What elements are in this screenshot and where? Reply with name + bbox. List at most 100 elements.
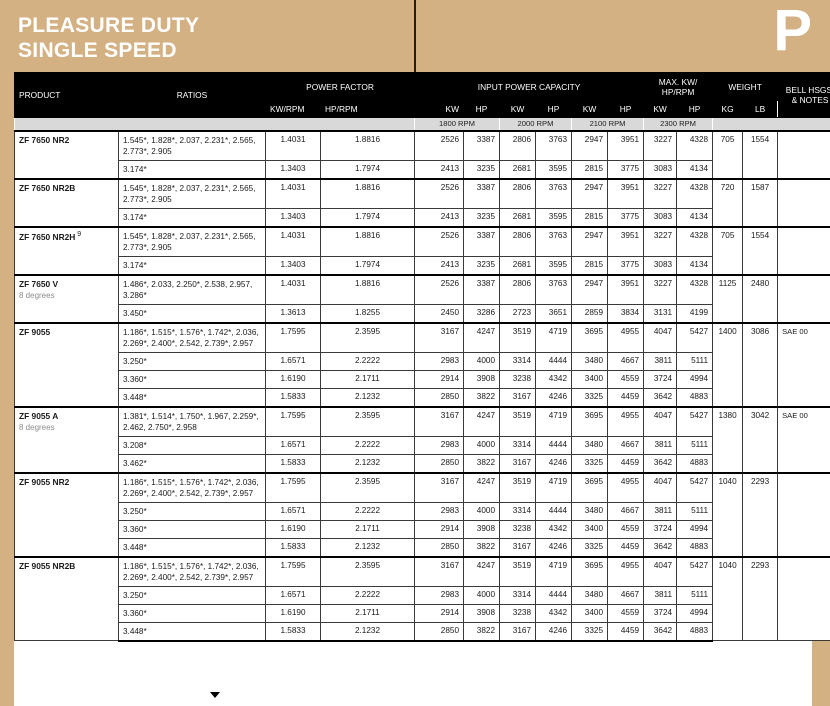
cell-kw-per-rpm: 1.6190 — [265, 519, 321, 539]
cell-ratios: 3.208* — [118, 435, 266, 455]
product-name: ZF 7650 V — [19, 278, 59, 289]
page-continuation-triangle-icon — [210, 692, 220, 698]
cell-max-hp: 4328 — [676, 129, 714, 161]
cell-hp-1800: 3387 — [463, 177, 500, 209]
cell-bell-hsgs-notes — [777, 471, 830, 557]
cell-kw-2100: 3480 — [571, 351, 608, 371]
cell-kw-2000: 3314 — [499, 501, 536, 521]
cell-ratios: 3.250* — [118, 585, 266, 605]
cell-kw-2100: 2947 — [571, 225, 608, 257]
table-row[interactable]: 3.360* 1.6190 2.1711 2914 3908 3238 4342 3400 45… — [15, 369, 830, 389]
cell-ratios: 3.360* — [118, 603, 266, 623]
cell-hp-2000: 4444 — [535, 585, 572, 605]
cell-kw-per-rpm: 1.4031 — [265, 177, 321, 209]
table-row[interactable]: 3.174* 1.3403 1.7974 2413 3235 2681 3595 2815 37… — [15, 159, 830, 179]
table-row[interactable]: 3.250* 1.6571 2.2222 2983 4000 3314 4444 3480 46… — [15, 501, 830, 521]
cell-hp-2100: 4667 — [606, 585, 645, 605]
cell-kw-1800: 2983 — [414, 501, 464, 521]
cell-hp-1800: 4247 — [463, 405, 500, 437]
cell-hp-2100: 4667 — [606, 435, 645, 455]
cell-ratios: 1.545*, 1.828*, 2.037, 2.231*, 2.565, 2.… — [118, 225, 266, 257]
cell-hp-per-rpm: 1.7974 — [320, 255, 415, 275]
cell-kw-2000: 3314 — [499, 585, 536, 605]
cell-max-kw: 3811 — [643, 501, 678, 521]
table-row[interactable]: 3.250* 1.6571 2.2222 2983 4000 3314 4444 3480 46… — [15, 351, 830, 371]
cell-max-hp: 4134 — [676, 255, 714, 275]
table-row[interactable]: 3.250* 1.6571 2.2222 2983 4000 3314 4444 3480 46… — [15, 585, 830, 605]
cell-kw-2000: 3314 — [499, 435, 536, 455]
cell-kw-per-rpm: 1.6190 — [265, 603, 321, 623]
page-title-line2: SINGLE SPEED — [18, 39, 177, 62]
table-row[interactable]: ZF 9055 1.186*, 1.515*, 1.576*, 1.742*, 2… — [14, 321, 830, 407]
cell-kw-1800: 3167 — [414, 555, 464, 587]
table-row[interactable]: 3.462* 1.5833 2.1232 2850 3822 3167 4246 3325 44… — [15, 453, 830, 473]
table-row[interactable]: 3.448* 1.5833 2.1232 2850 3822 3167 4246 3325 44… — [15, 537, 830, 557]
cell-kw-2100: 2815 — [571, 255, 608, 275]
rpm-band-spacer-right — [712, 117, 830, 131]
cell-kw-2000: 3238 — [499, 519, 536, 539]
cell-kw-2100: 3400 — [571, 369, 608, 389]
page-body: PRODUCT RATIOS POWER FACTOR INPUT POWER CAP… — [0, 72, 830, 706]
table-row[interactable]: 3.448* 1.5833 2.1232 2850 3822 3167 4246 3325 44… — [15, 387, 830, 407]
cell-max-kw: 3131 — [643, 303, 678, 323]
cell-kw-1800: 2413 — [414, 255, 464, 275]
cell-kw-2100: 2815 — [571, 207, 608, 227]
cell-max-kw: 3227 — [643, 177, 678, 209]
cell-hp-2100: 4955 — [606, 471, 645, 503]
cell-max-hp: 5111 — [676, 435, 714, 455]
table-row[interactable]: 3.360* 1.6190 2.1711 2914 3908 3238 4342 3400 45… — [15, 603, 830, 623]
cell-hp-1800: 3286 — [463, 303, 500, 323]
cell-hp-2000: 4444 — [535, 501, 572, 521]
cell-product: ZF 7650 NR2 — [14, 129, 119, 179]
cell-hp-per-rpm: 2.2222 — [320, 585, 415, 605]
cell-hp-per-rpm: 1.8255 — [320, 303, 415, 323]
table-row[interactable]: ZF 7650 NR2 1.545*, 1.828*, 2.037, 2.231*… — [14, 129, 830, 179]
table-row[interactable]: ZF 7650 NR2B 1.545*, 1.828*, 2.037, 2.231… — [14, 177, 830, 227]
cell-kw-1800: 2526 — [414, 225, 464, 257]
table-row[interactable]: 3.174* 1.3403 1.7974 2413 3235 2681 3595 2815 37… — [15, 255, 830, 275]
table-row[interactable]: 3.448* 1.5833 2.1232 2850 3822 3167 4246 3325 44… — [15, 621, 830, 642]
cell-kw-per-rpm: 1.3403 — [265, 207, 321, 227]
cell-hp-2000: 4246 — [535, 537, 572, 557]
cell-kw-2100: 2859 — [571, 303, 608, 323]
cell-hp-2000: 4444 — [535, 351, 572, 371]
table-row[interactable]: 3.208* 1.6571 2.2222 2983 4000 3314 4444 3480 46… — [15, 435, 830, 455]
cell-weight-kg: 1040 — [712, 555, 744, 641]
cell-kw-1800: 2850 — [414, 537, 464, 557]
cell-product: ZF 9055 — [14, 321, 119, 407]
cell-max-kw: 3724 — [643, 519, 678, 539]
table-row[interactable]: ZF 9055 NR2B 1.186*, 1.515*, 1.576*, 1.74… — [14, 555, 830, 641]
table-row[interactable]: ZF 7650 NR2H 9 1.545*, 1.828*, 2.037, 2.2… — [14, 225, 830, 275]
cell-kw-1800: 2914 — [414, 603, 464, 623]
col-header-lb: LB — [742, 100, 779, 118]
col-header-power-factor: POWER FACTOR — [265, 72, 415, 101]
cell-kw-per-rpm: 1.7595 — [265, 405, 321, 437]
table-row[interactable]: ZF 9055 NR2 1.186*, 1.515*, 1.576*, 1.742… — [14, 471, 830, 557]
cell-weight-lb: 2480 — [742, 273, 779, 323]
col-header-kw-2300: KW — [643, 100, 678, 118]
cell-hp-1800: 4247 — [463, 321, 500, 353]
table-row[interactable]: 3.450* 1.3613 1.8255 2450 3286 2723 3651 2859 38… — [15, 303, 830, 323]
cell-hp-per-rpm: 2.1232 — [320, 453, 415, 473]
cell-hp-1800: 4000 — [463, 501, 500, 521]
cell-max-kw: 3811 — [643, 585, 678, 605]
cell-hp-2100: 3951 — [606, 129, 645, 161]
cell-kw-per-rpm: 1.6190 — [265, 369, 321, 389]
cell-hp-2100: 4459 — [606, 453, 645, 473]
cell-weight-lb: 3086 — [742, 321, 779, 407]
cell-hp-per-rpm: 1.7974 — [320, 207, 415, 227]
table-header: PRODUCT RATIOS POWER FACTOR INPUT POWER CAP… — [14, 72, 830, 131]
rpm-band-2300-rpm: 2300 RPM — [643, 117, 714, 131]
cell-hp-2000: 4342 — [535, 603, 572, 623]
table-row[interactable]: 3.360* 1.6190 2.1711 2914 3908 3238 4342 3400 45… — [15, 519, 830, 539]
cell-kw-per-rpm: 1.7595 — [265, 321, 321, 353]
col-header-ratios: RATIOS — [118, 72, 266, 118]
table-row[interactable]: 3.174* 1.3403 1.7974 2413 3235 2681 3595 2815 37… — [15, 207, 830, 227]
rpm-band-2100-rpm: 2100 RPM — [570, 117, 645, 131]
cell-max-hp: 4199 — [676, 303, 714, 323]
cell-hp-2100: 3775 — [606, 255, 645, 275]
cell-kw-2000: 3238 — [499, 369, 536, 389]
cell-max-hp: 4994 — [676, 603, 714, 623]
